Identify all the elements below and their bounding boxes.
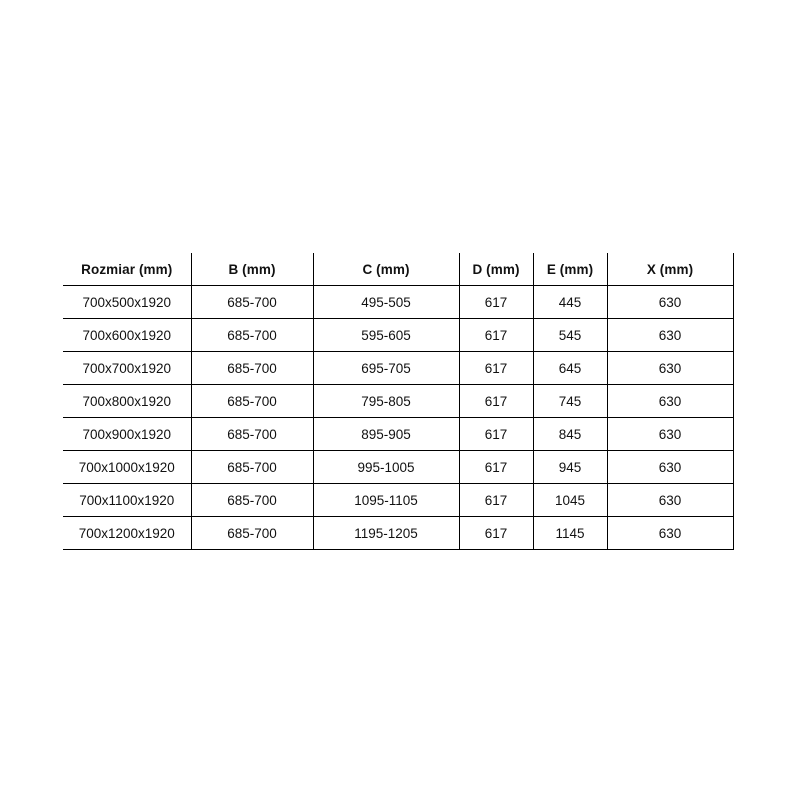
cell-c: 1195-1205 (312, 516, 459, 550)
cell-e: 745 (532, 384, 607, 418)
table-row: 700x700x1920 685-700 695-705 617 645 630 (63, 351, 734, 385)
cell-d: 617 (458, 417, 533, 451)
cell-rozmiar: 700x1000x1920 (63, 450, 191, 484)
cell-c: 895-905 (312, 417, 459, 451)
column-header-b: B (mm) (190, 253, 313, 286)
column-header-rozmiar: Rozmiar (mm) (63, 253, 191, 286)
cell-b: 685-700 (190, 417, 313, 451)
cell-e: 645 (532, 351, 607, 385)
cell-d: 617 (458, 516, 533, 550)
cell-c: 495-505 (312, 285, 459, 319)
specification-table: Rozmiar (mm) B (mm) C (mm) D (mm) E (mm)… (63, 253, 734, 550)
cell-rozmiar: 700x700x1920 (63, 351, 191, 385)
cell-c: 695-705 (312, 351, 459, 385)
cell-b: 685-700 (190, 483, 313, 517)
column-header-c: C (mm) (312, 253, 459, 286)
cell-rozmiar: 700x500x1920 (63, 285, 191, 319)
cell-c: 1095-1105 (312, 483, 459, 517)
cell-rozmiar: 700x1200x1920 (63, 516, 191, 550)
cell-d: 617 (458, 483, 533, 517)
cell-rozmiar: 700x800x1920 (63, 384, 191, 418)
table-header: Rozmiar (mm) B (mm) C (mm) D (mm) E (mm)… (63, 253, 734, 286)
cell-x: 630 (606, 483, 734, 517)
cell-rozmiar: 700x900x1920 (63, 417, 191, 451)
cell-b: 685-700 (190, 450, 313, 484)
cell-x: 630 (606, 318, 734, 352)
cell-c: 995-1005 (312, 450, 459, 484)
cell-e: 445 (532, 285, 607, 319)
cell-c: 795-805 (312, 384, 459, 418)
table-body: 700x500x1920 685-700 495-505 617 445 630… (63, 285, 734, 550)
cell-x: 630 (606, 285, 734, 319)
cell-d: 617 (458, 384, 533, 418)
column-header-d: D (mm) (458, 253, 533, 286)
cell-b: 685-700 (190, 285, 313, 319)
table-row: 700x800x1920 685-700 795-805 617 745 630 (63, 384, 734, 418)
cell-b: 685-700 (190, 516, 313, 550)
cell-e: 545 (532, 318, 607, 352)
cell-e: 945 (532, 450, 607, 484)
cell-e: 1145 (532, 516, 607, 550)
cell-x: 630 (606, 516, 734, 550)
cell-x: 630 (606, 450, 734, 484)
cell-d: 617 (458, 318, 533, 352)
cell-e: 1045 (532, 483, 607, 517)
cell-b: 685-700 (190, 318, 313, 352)
cell-d: 617 (458, 351, 533, 385)
cell-d: 617 (458, 450, 533, 484)
table-header-row: Rozmiar (mm) B (mm) C (mm) D (mm) E (mm)… (63, 253, 734, 286)
table-row: 700x600x1920 685-700 595-605 617 545 630 (63, 318, 734, 352)
table-row: 700x1100x1920 685-700 1095-1105 617 1045… (63, 483, 734, 517)
table-row: 700x900x1920 685-700 895-905 617 845 630 (63, 417, 734, 451)
cell-x: 630 (606, 417, 734, 451)
table-row: 700x1200x1920 685-700 1195-1205 617 1145… (63, 516, 734, 550)
table-row: 700x500x1920 685-700 495-505 617 445 630 (63, 285, 734, 319)
cell-d: 617 (458, 285, 533, 319)
cell-rozmiar: 700x1100x1920 (63, 483, 191, 517)
cell-x: 630 (606, 351, 734, 385)
specification-table-container: Rozmiar (mm) B (mm) C (mm) D (mm) E (mm)… (63, 253, 734, 550)
cell-b: 685-700 (190, 384, 313, 418)
table-row: 700x1000x1920 685-700 995-1005 617 945 6… (63, 450, 734, 484)
cell-b: 685-700 (190, 351, 313, 385)
cell-e: 845 (532, 417, 607, 451)
column-header-e: E (mm) (532, 253, 607, 286)
cell-x: 630 (606, 384, 734, 418)
column-header-x: X (mm) (606, 253, 734, 286)
cell-c: 595-605 (312, 318, 459, 352)
cell-rozmiar: 700x600x1920 (63, 318, 191, 352)
